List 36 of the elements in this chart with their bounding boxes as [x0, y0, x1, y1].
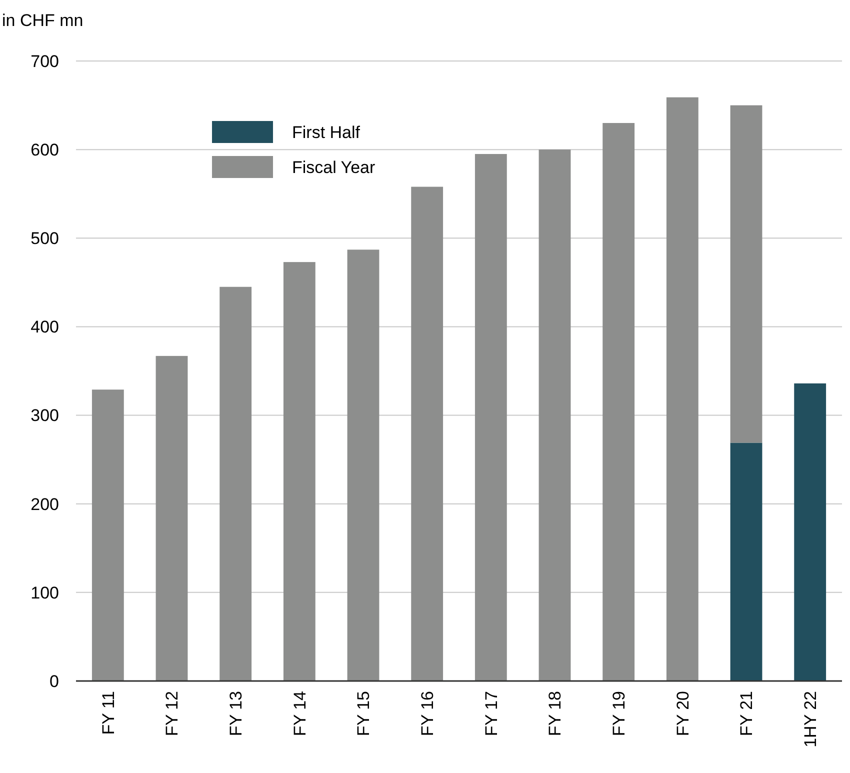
bar: [730, 442, 762, 681]
x-tick-label: FY 12: [162, 691, 182, 736]
y-tick-label: 200: [30, 494, 59, 514]
legend-label: First Half: [292, 122, 360, 142]
x-tick-label: FY 20: [673, 691, 692, 736]
x-tick-label: FY 14: [290, 691, 310, 736]
bar: [794, 383, 826, 681]
y-tick-label: 400: [30, 318, 59, 337]
bar: [347, 250, 380, 681]
legend-label: Fiscal Year: [292, 158, 376, 177]
bar: [411, 186, 444, 681]
y-tick-label: 0: [50, 672, 59, 691]
bar: [666, 97, 698, 681]
x-tick-label: FY 13: [226, 691, 246, 736]
x-tick-label: FY 18: [546, 691, 565, 736]
y-axis-title: in CHF mn: [2, 11, 84, 30]
x-tick-label: FY 21: [737, 691, 756, 736]
bar: [730, 105, 762, 443]
bar: [156, 356, 188, 681]
x-tick-label: FY 11: [98, 691, 118, 735]
y-tick-label: 700: [30, 52, 59, 71]
bar: [283, 262, 316, 681]
bar: [538, 150, 571, 681]
bar: [474, 154, 507, 681]
x-tick-label: 1HY 22: [801, 691, 820, 748]
y-tick-label: 500: [30, 229, 59, 248]
y-tick-label: 300: [30, 406, 59, 426]
bar: [220, 286, 252, 681]
bar: [602, 123, 635, 681]
x-tick-label: FY 15: [354, 691, 374, 736]
x-tick-label: FY 19: [610, 691, 629, 736]
y-tick-label: 600: [30, 140, 59, 160]
x-tick-label: FY 16: [418, 691, 438, 736]
x-tick-label: FY 17: [482, 691, 501, 736]
y-tick-label: 100: [30, 583, 59, 602]
bar: [92, 390, 124, 681]
